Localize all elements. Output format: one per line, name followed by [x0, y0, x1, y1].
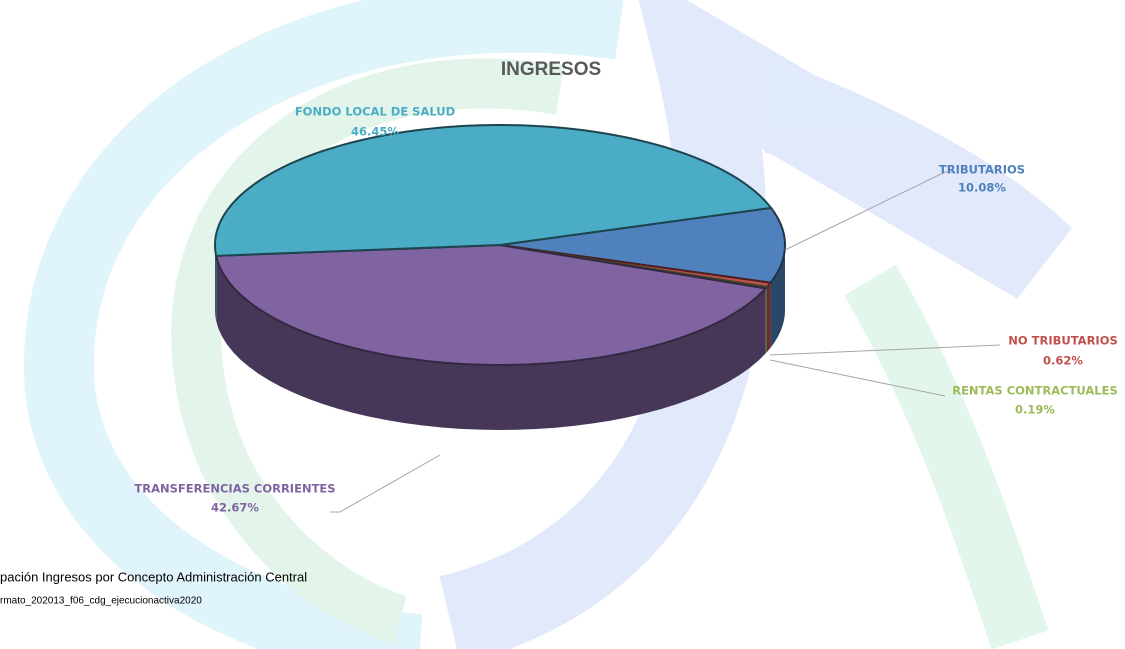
- pie-slice-side: [765, 287, 767, 354]
- category-label: TRANSFERENCIAS CORRIENTES: [134, 482, 335, 496]
- value-label: 0.62%: [1043, 354, 1083, 368]
- pie-slice-side: [215, 245, 217, 321]
- pie-slice: [499, 206, 786, 284]
- category-label: TRIBUTARIOS: [939, 163, 1025, 177]
- pie: [214, 124, 786, 430]
- watermark: [23, 0, 1072, 649]
- leader-line: [784, 171, 955, 251]
- leader-lines: [330, 171, 1001, 513]
- leader-line: [769, 359, 946, 397]
- category-label: NO TRIBUTARIOS: [1008, 334, 1118, 348]
- pie-slice: [214, 243, 768, 366]
- leader-line: [330, 454, 441, 513]
- footnote: rmato_202013_f06_cdg_ejecucionactiva2020: [0, 596, 202, 607]
- category-label: FONDO LOCAL DE SALUD: [295, 105, 455, 119]
- value-label: 46.45%: [351, 125, 399, 139]
- value-label: 42.67%: [211, 501, 259, 515]
- leader-line: [769, 344, 1001, 356]
- category-label: RENTAS CONTRACTUALES: [952, 384, 1118, 398]
- pie-slice-side: [216, 255, 766, 430]
- chart-title: INGRESOS: [501, 59, 601, 80]
- value-label: 0.19%: [1015, 403, 1055, 417]
- value-label: 10.08%: [958, 181, 1006, 195]
- pie-slice-side: [770, 245, 785, 348]
- pie-slice: [214, 124, 773, 257]
- pie-slice-side: [766, 282, 771, 353]
- footnote: pación Ingresos por Concepto Administrac…: [0, 569, 307, 584]
